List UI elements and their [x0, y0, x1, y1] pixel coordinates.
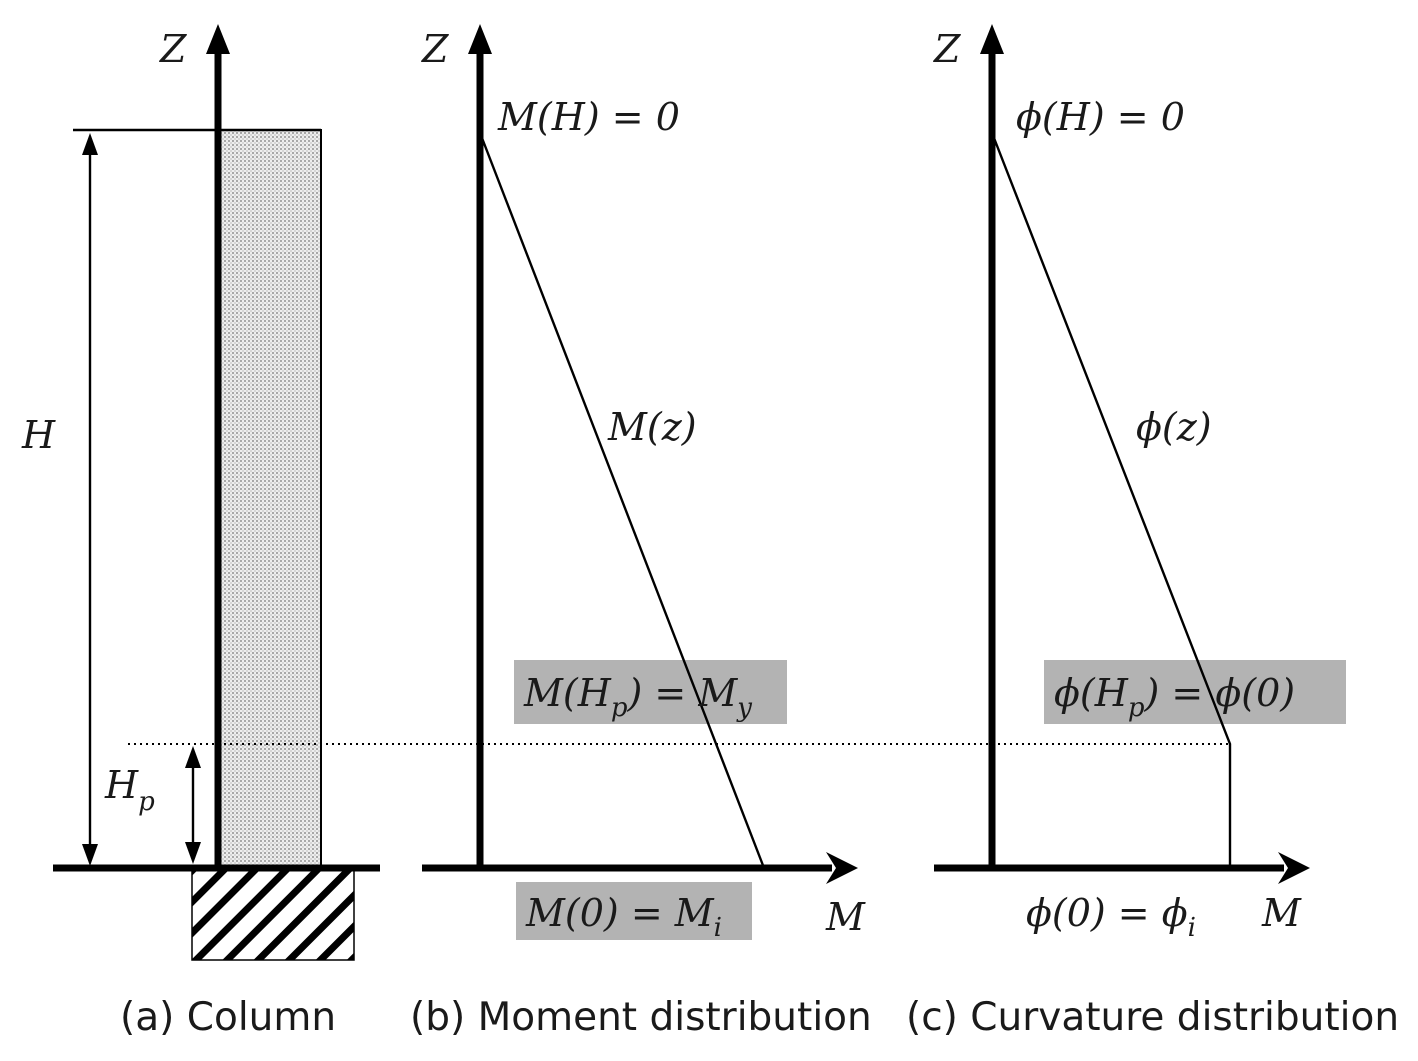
- curvature-curve-label: ϕ(z): [1136, 405, 1212, 449]
- plastic-height-arrow-top: [185, 746, 201, 768]
- moment-hp-label: M(Hp) = My: [523, 671, 752, 723]
- moment-curve-label: M(z): [607, 405, 697, 449]
- plastic-height-arrow-bottom: [185, 842, 201, 864]
- curvature-hp-label: ϕ(Hp) = ϕ(0): [1054, 671, 1295, 723]
- panel-column: Z H Hp (a) Column: [21, 24, 380, 1040]
- caption-curvature: (c) Curvature distribution: [906, 995, 1399, 1040]
- curvature-x-label: M: [1261, 891, 1302, 935]
- moment-hp-highlight: [514, 660, 787, 724]
- moment-z-label: Z: [421, 27, 449, 71]
- height-arrow-top: [82, 133, 98, 155]
- height-arrow-bottom: [82, 844, 98, 866]
- curvature-hp-highlight: [1044, 660, 1346, 724]
- caption-moment: (b) Moment distribution: [410, 995, 872, 1040]
- curvature-z-label: Z: [933, 27, 961, 71]
- panel-curvature: Z M ϕ(H) = 0 ϕ(z) ϕ(Hp) = ϕ(0) ϕ(0) = ϕi…: [906, 24, 1399, 1040]
- height-label: H: [21, 413, 56, 457]
- column-z-arrowhead: [206, 24, 230, 54]
- moment-x-arrowhead: [826, 852, 858, 884]
- curvature-base-label: ϕ(0) = ϕi: [1026, 891, 1196, 943]
- caption-column: (a) Column: [120, 995, 336, 1040]
- foundation-hatch: [191, 869, 355, 961]
- panel-moment: Z M M(H) = 0 M(z) M(Hp) = My M(0) = Mi (…: [410, 24, 872, 1040]
- moment-x-label: M: [825, 895, 866, 939]
- curvature-top-label: ϕ(H) = 0: [1016, 95, 1185, 139]
- moment-top-label: M(H) = 0: [497, 95, 680, 139]
- plastic-height-label: Hp: [104, 763, 155, 817]
- moment-base-highlight: [516, 882, 752, 940]
- moment-base-label: M(0) = Mi: [525, 891, 722, 943]
- column-body: [217, 129, 322, 869]
- moment-distribution-line: [480, 137, 766, 869]
- curvature-x-arrowhead: [1278, 852, 1310, 884]
- column-z-label: Z: [159, 27, 187, 71]
- moment-z-arrowhead: [468, 24, 492, 54]
- curvature-distribution-line: [992, 137, 1232, 868]
- curvature-z-arrowhead: [980, 24, 1004, 54]
